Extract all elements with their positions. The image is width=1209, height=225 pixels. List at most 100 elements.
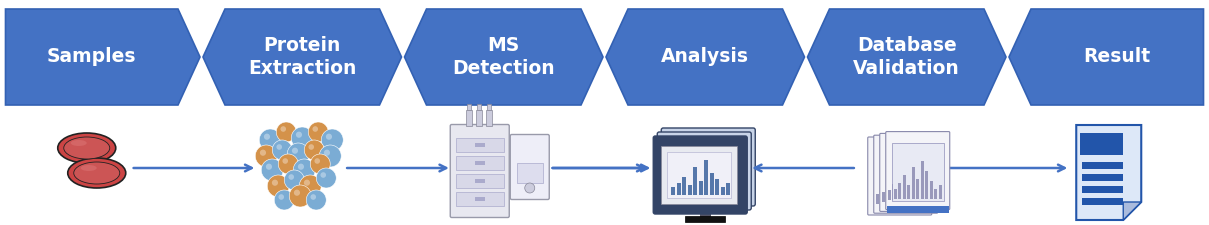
Circle shape	[264, 134, 270, 140]
Circle shape	[259, 129, 282, 151]
Circle shape	[255, 145, 277, 167]
Bar	[1082, 174, 1123, 181]
Text: Samples: Samples	[47, 47, 137, 67]
Ellipse shape	[58, 133, 116, 163]
Text: Analysis: Analysis	[661, 47, 750, 67]
Bar	[486, 110, 492, 126]
Circle shape	[274, 190, 294, 210]
Polygon shape	[203, 9, 401, 105]
Circle shape	[280, 126, 287, 132]
Bar	[671, 187, 676, 195]
FancyBboxPatch shape	[658, 132, 751, 210]
Ellipse shape	[64, 137, 110, 159]
Bar	[475, 143, 485, 147]
Circle shape	[266, 164, 272, 170]
Bar	[909, 164, 912, 202]
Ellipse shape	[74, 162, 120, 184]
Bar	[456, 138, 504, 152]
Polygon shape	[1010, 9, 1203, 105]
Bar	[487, 104, 491, 110]
Bar	[935, 189, 937, 199]
Circle shape	[267, 175, 289, 197]
Polygon shape	[1076, 125, 1141, 220]
Bar	[688, 185, 692, 195]
Text: Result: Result	[1083, 47, 1151, 67]
Bar	[921, 190, 924, 204]
Bar	[476, 110, 481, 126]
Circle shape	[291, 127, 313, 149]
Polygon shape	[6, 9, 199, 105]
Bar	[927, 188, 930, 202]
Bar	[465, 110, 472, 126]
Bar	[693, 167, 698, 195]
Bar	[727, 183, 730, 195]
Bar	[456, 192, 504, 206]
Bar	[661, 146, 737, 204]
Bar	[892, 143, 944, 201]
Bar	[901, 186, 904, 200]
Bar	[874, 148, 926, 206]
Bar	[456, 174, 504, 188]
Circle shape	[311, 154, 330, 174]
FancyBboxPatch shape	[653, 136, 747, 214]
Polygon shape	[405, 9, 603, 105]
Bar	[907, 184, 910, 199]
Circle shape	[312, 126, 318, 132]
Polygon shape	[606, 9, 804, 105]
Bar	[895, 188, 898, 202]
Circle shape	[319, 145, 341, 167]
Bar	[886, 144, 938, 203]
Bar	[880, 188, 884, 204]
Bar	[721, 187, 724, 195]
Bar	[887, 190, 891, 200]
Bar	[700, 210, 710, 220]
Bar	[910, 180, 913, 200]
Circle shape	[308, 122, 329, 142]
Circle shape	[291, 148, 299, 154]
Bar	[475, 161, 485, 165]
Circle shape	[289, 174, 294, 180]
Circle shape	[525, 183, 534, 193]
Circle shape	[278, 154, 299, 174]
Bar	[893, 189, 897, 199]
Polygon shape	[808, 9, 1006, 105]
Circle shape	[296, 132, 302, 138]
Bar	[929, 190, 931, 200]
Bar	[897, 176, 899, 200]
Bar	[686, 216, 725, 222]
Circle shape	[320, 172, 326, 178]
Circle shape	[322, 129, 343, 151]
Bar	[933, 186, 936, 200]
Bar	[475, 179, 485, 183]
Bar	[880, 146, 932, 204]
Bar	[898, 183, 901, 199]
Circle shape	[288, 143, 310, 165]
Circle shape	[303, 180, 310, 186]
FancyBboxPatch shape	[510, 135, 549, 200]
Circle shape	[305, 140, 324, 160]
Circle shape	[317, 168, 336, 188]
Bar	[913, 174, 916, 202]
Bar	[898, 184, 901, 204]
Bar	[919, 172, 922, 200]
Bar	[886, 206, 949, 213]
Circle shape	[297, 164, 303, 170]
Bar	[924, 182, 927, 200]
Bar	[881, 192, 885, 202]
Bar	[476, 104, 481, 110]
Bar	[1081, 133, 1123, 155]
Bar	[705, 160, 708, 195]
Circle shape	[311, 194, 316, 200]
FancyBboxPatch shape	[661, 128, 756, 206]
Ellipse shape	[68, 158, 126, 188]
Bar	[930, 181, 933, 199]
Bar	[875, 194, 879, 204]
Circle shape	[283, 158, 288, 164]
Bar	[921, 161, 924, 199]
Circle shape	[284, 170, 305, 190]
Bar	[885, 180, 887, 204]
Bar	[1082, 162, 1123, 169]
Bar	[925, 171, 929, 199]
Bar	[667, 152, 731, 198]
Circle shape	[260, 150, 266, 156]
